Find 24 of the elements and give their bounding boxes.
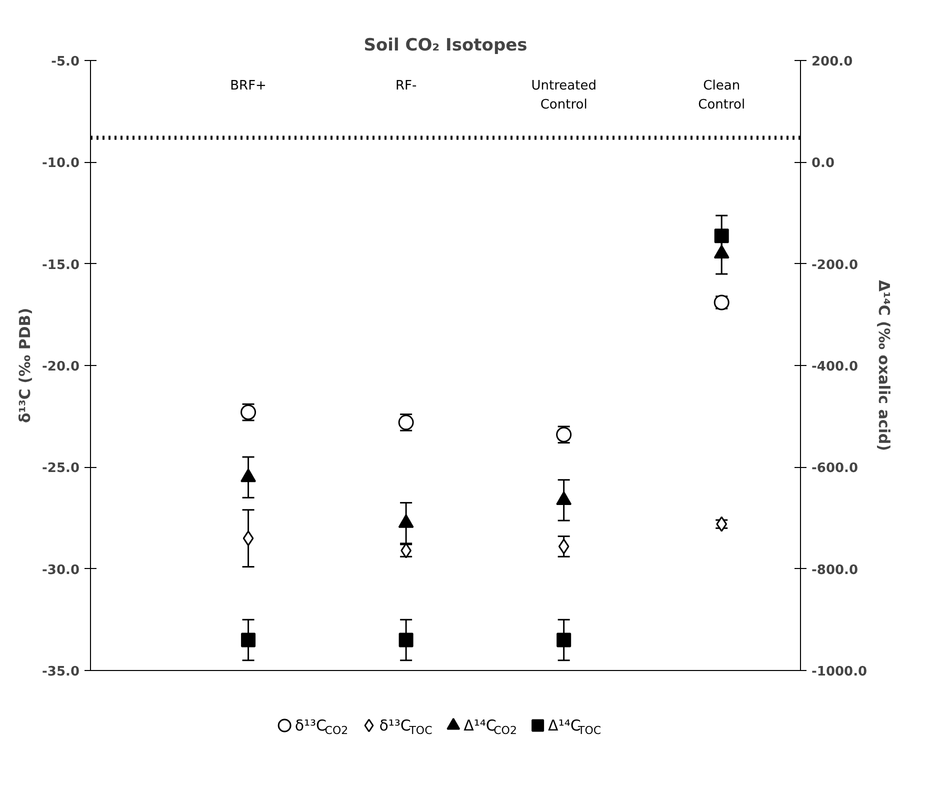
point <box>716 516 728 532</box>
y-tick-label: -15.0 <box>42 258 80 273</box>
x-tick-label: BRF+ <box>230 78 266 94</box>
y-tick-label: -35.0 <box>42 664 80 680</box>
y2-tick-label: 0.0 <box>812 156 835 172</box>
chart-title: Soil CO₂ Isotopes <box>364 36 528 56</box>
y-axis-title: δ¹³C (‰ PDB) <box>16 308 34 424</box>
x-tick-label: RF- <box>395 78 417 94</box>
y2-tick-label: -400.0 <box>812 360 858 374</box>
y-tick-label: -30.0 <box>42 562 80 578</box>
y2-tick-label: 200.0 <box>812 54 853 70</box>
y2-tick-label: -200.0 <box>812 258 858 273</box>
y-tick-label: -20.0 <box>42 360 80 374</box>
point <box>558 538 570 554</box>
point <box>242 530 254 546</box>
y-tick-label: -5.0 <box>51 54 80 70</box>
x-tick-label: Clean Control <box>698 78 746 112</box>
y2-tick-label: -800.0 <box>812 562 858 578</box>
y2-tick-label: -600.0 <box>812 461 858 476</box>
y-tick-label: -25.0 <box>42 461 80 476</box>
y2-tick-label: -1000.0 <box>812 664 868 680</box>
y2-axis-title: Δ¹⁴C (‰ oxalic acid) <box>875 280 894 451</box>
y-tick-label: -10.0 <box>42 156 80 172</box>
x-tick-label: Untreated Control <box>531 78 596 112</box>
